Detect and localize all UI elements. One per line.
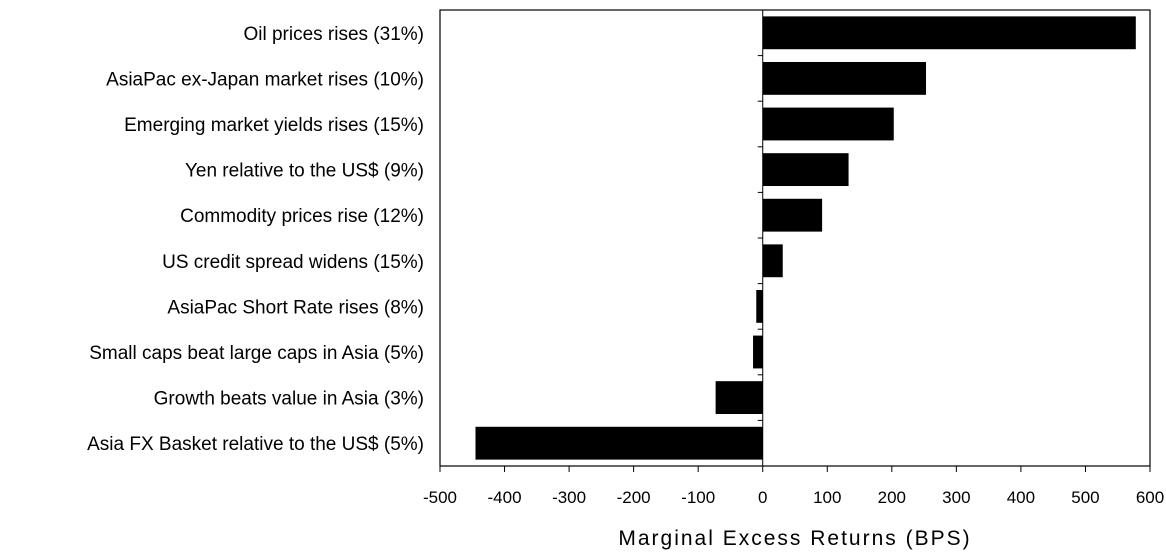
- bar: [762, 153, 849, 187]
- bar: [762, 16, 1136, 50]
- category-label: Commodity prices rise (12%): [180, 206, 424, 227]
- category-label: Growth beats value in Asia (3%): [154, 389, 424, 410]
- category-label: Asia FX Basket relative to the US$ (5%): [87, 434, 424, 455]
- x-ticks-group: [439, 466, 1151, 472]
- x-axis-title: Marginal Excess Returns (BPS): [618, 527, 971, 550]
- x-tick-label: -400: [488, 488, 522, 507]
- category-label: US credit spread widens (15%): [162, 252, 424, 273]
- bar: [715, 381, 763, 415]
- bar: [762, 61, 927, 95]
- category-label: Small caps beat large caps in Asia (5%): [89, 343, 424, 364]
- category-labels-group: Oil prices rises (31%) AsiaPac ex-Japan m…: [87, 24, 424, 455]
- x-tick-label: 600: [1136, 488, 1164, 507]
- x-tick-label: -500: [423, 488, 457, 507]
- category-label: Oil prices rises (31%): [243, 24, 424, 45]
- bar: [753, 335, 763, 369]
- x-tick-label: 0: [758, 488, 767, 507]
- x-tick-label: -200: [617, 488, 651, 507]
- category-label: Yen relative to the US$ (9%): [185, 161, 424, 182]
- category-label: AsiaPac ex-Japan market rises (10%): [106, 69, 424, 90]
- bar: [762, 198, 823, 232]
- x-tick-label: 100: [813, 488, 841, 507]
- x-tick-labels-group: -500 -400 -300 -200 -100 0 100 200 300 400 500 600: [423, 488, 1164, 507]
- bars-group: [475, 16, 1136, 460]
- x-tick-label: 200: [878, 488, 906, 507]
- x-tick-label: -100: [681, 488, 715, 507]
- plot-frame: [439, 9, 1151, 467]
- bar: [475, 426, 763, 460]
- category-label: AsiaPac Short Rate rises (8%): [167, 297, 424, 318]
- bar: [756, 289, 763, 323]
- category-ticks-group: [757, 9, 763, 467]
- category-label: Emerging market yields rises (15%): [124, 115, 424, 136]
- x-tick-label: 300: [942, 488, 970, 507]
- x-tick-label: 500: [1071, 488, 1099, 507]
- x-tick-label: -300: [552, 488, 586, 507]
- x-tick-label: 400: [1007, 488, 1035, 507]
- bar: [762, 107, 894, 141]
- bar: [762, 244, 783, 278]
